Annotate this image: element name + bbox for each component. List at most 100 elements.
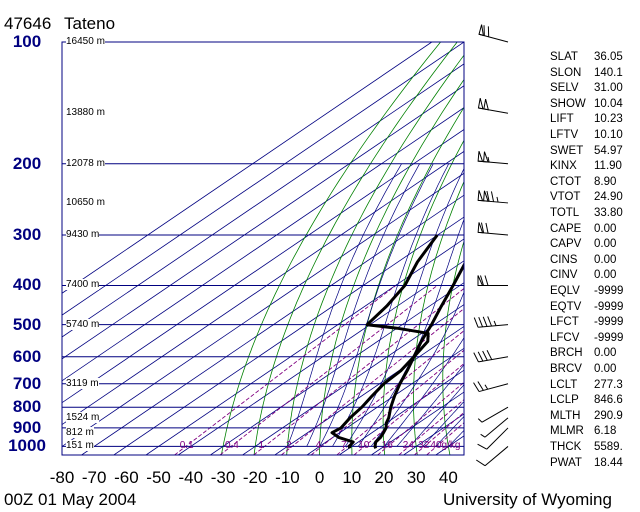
index-row: VTOT 24.90 — [550, 190, 640, 206]
index-label: SWET — [550, 144, 584, 157]
isotherm-line — [81, 194, 464, 455]
dry-adiabat-line — [318, 78, 464, 455]
barb-full — [490, 191, 495, 202]
index-label: THCK — [550, 441, 582, 453]
isotherm-line — [242, 304, 464, 455]
barb-full — [478, 317, 484, 328]
mixing-ratio-label: 7 — [341, 440, 347, 452]
index-value: 290.9 — [594, 409, 623, 422]
isotherm-line — [62, 150, 464, 426]
dry-adiabat-line — [351, 106, 464, 455]
height-label: 12078 m — [66, 157, 105, 169]
barb-full — [482, 316, 488, 327]
barb-pennant — [477, 222, 484, 234]
index-label: SHOW — [550, 97, 586, 110]
height-label: 3119 m — [66, 377, 99, 389]
index-row: SELV 31.00 — [550, 81, 640, 97]
barb-pennant — [483, 190, 489, 202]
isotherm-line — [145, 238, 464, 455]
index-row: LFCV -9999 — [550, 331, 640, 347]
index-row: EQTV -9999 — [550, 300, 640, 316]
index-value: 277.3 — [594, 378, 623, 391]
moist-adiabat-line — [409, 384, 464, 447]
index-label: LFTV — [550, 129, 579, 141]
index-label: CTOT — [550, 175, 582, 188]
barb-full — [484, 275, 489, 286]
mixing-ratio-label: 4 — [315, 440, 322, 452]
barb-full — [486, 190, 490, 202]
pressure-tick-label: 1000 — [8, 436, 46, 456]
index-value: 5589. — [594, 441, 623, 453]
pressure-tick-label: 300 — [12, 224, 42, 244]
index-label: SELV — [550, 82, 579, 95]
wind-barb — [477, 222, 509, 236]
index-value: -9999 — [594, 316, 624, 329]
isotherm-line — [338, 369, 464, 455]
mixing-ratio-label: 16 — [381, 440, 393, 452]
mixing-ratio-label: 10 — [358, 440, 370, 452]
mixing-ratio-line — [414, 411, 464, 455]
index-label: LIFT — [550, 113, 574, 126]
barb-full — [485, 222, 489, 234]
temperature-tick-label: -50 — [146, 468, 171, 487]
temperature-tick-label: 40 — [438, 468, 458, 487]
wind-barb — [477, 190, 509, 204]
barb-pennant — [477, 98, 484, 110]
index-row: LFCT -9999 — [550, 315, 640, 331]
pressure-tick-label: 600 — [12, 346, 42, 366]
height-label: 5740 m — [66, 318, 100, 330]
index-label: SLON — [550, 66, 582, 79]
height-label: 13880 m — [66, 107, 105, 119]
barb-full — [480, 275, 484, 286]
index-value: 33.80 — [594, 207, 623, 219]
index-row: TOTL 33.80 — [550, 206, 640, 222]
index-row: KINX 11.90 — [550, 159, 640, 175]
wind-barb — [473, 381, 509, 393]
index-value: 846.6 — [594, 394, 623, 407]
index-value: -9999 — [594, 285, 624, 297]
barb-half — [484, 384, 489, 390]
temperature-tick-label: -60 — [114, 468, 139, 487]
height-label: 9430 m — [66, 228, 100, 240]
wind-barb — [480, 417, 509, 438]
mixing-ratio-label: 1 — [258, 440, 264, 452]
height-label: 812 m — [66, 426, 94, 438]
index-label: PWAT — [550, 456, 582, 469]
temperature-tick-label: 10 — [342, 468, 362, 487]
dry-adiabat-line — [253, 42, 458, 455]
index-label: TOTL — [550, 207, 580, 219]
index-row: LIFT 10.23 — [550, 112, 640, 128]
mixing-ratio-line — [398, 398, 464, 455]
height-label: 16450 m — [66, 36, 105, 47]
pressure-tick-label: 100 — [12, 32, 42, 51]
index-label: MLMR — [550, 425, 584, 438]
barb-half — [487, 156, 490, 163]
index-value: -9999 — [594, 300, 624, 313]
index-value: 0.00 — [594, 347, 617, 360]
mixing-ratio-line — [310, 330, 464, 455]
wind-barbs — [473, 24, 509, 467]
index-value: 0.00 — [594, 238, 617, 251]
temperature-line — [373, 261, 464, 449]
index-value: 10.10 — [594, 129, 623, 141]
index-row: MLMR 6.18 — [550, 424, 640, 440]
index-value: 0.00 — [594, 253, 617, 266]
barb-staff — [484, 417, 509, 438]
index-row: SLAT 36.05 — [550, 50, 640, 66]
mixing-ratio-line — [353, 363, 464, 455]
mixing-ratio-line — [377, 381, 464, 455]
isotherm-line — [62, 85, 464, 360]
index-label: EQTV — [550, 300, 582, 313]
wind-barb — [476, 446, 509, 467]
temperature-tick-label: -10 — [275, 468, 300, 487]
index-value: 0.00 — [594, 363, 617, 375]
index-row: CINV 0.00 — [550, 268, 640, 284]
barb-pennant — [477, 151, 484, 163]
isotherm-line — [62, 42, 464, 316]
index-label: SLAT — [550, 51, 578, 63]
barb-half — [480, 433, 486, 438]
pressure-tick-label: 800 — [12, 397, 42, 417]
barb-staff — [486, 427, 509, 450]
index-row: EQLV -9999 — [550, 284, 640, 300]
index-value: 24.90 — [594, 191, 623, 204]
